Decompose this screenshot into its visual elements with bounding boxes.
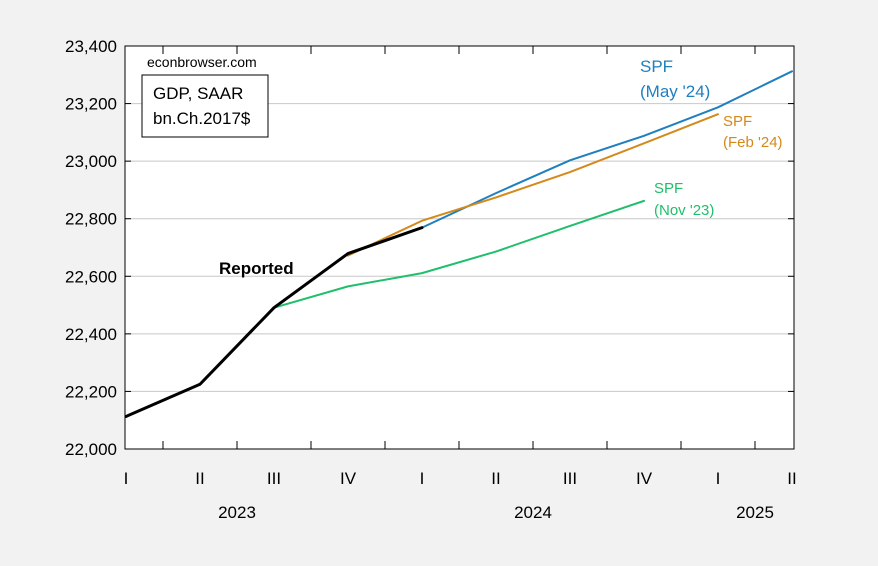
legend-line-2: bn.Ch.2017$	[153, 109, 251, 128]
year-label: 2023	[218, 503, 256, 522]
label-nov23-line2: (Nov '23)	[654, 202, 714, 219]
y-tick-label: 22,000	[65, 440, 117, 459]
year-label: 2025	[736, 503, 774, 522]
x-tick-label: I	[420, 469, 425, 488]
y-tick-label: 22,200	[65, 382, 117, 401]
x-tick-label: III	[267, 469, 281, 488]
series-line-spf-nov-23	[273, 199, 645, 309]
y-tick-label: 22,800	[65, 210, 117, 229]
y-axis: 22,000 22,200 22,400 22,600 22,800 23,000 23,2…	[65, 37, 794, 459]
watermark: econbrowser.com	[147, 54, 257, 70]
x-tick-label: IV	[340, 469, 357, 488]
series-line-reported	[124, 226, 424, 418]
y-tick-label: 23,000	[65, 152, 117, 171]
label-feb24-line2: (Feb '24)	[723, 134, 783, 151]
x-tick-label: I	[716, 469, 721, 488]
y-tick-label: 22,600	[65, 267, 117, 286]
label-feb24-line1: SPF	[723, 113, 752, 130]
label-nov23-line1: SPF	[654, 180, 683, 197]
legend-box: GDP, SAAR bn.Ch.2017$	[141, 74, 269, 138]
x-tick-label: IV	[636, 469, 653, 488]
x-tick-label: III	[563, 469, 577, 488]
legend-line-1: GDP, SAAR	[153, 84, 243, 103]
series-line-spf-feb-24	[347, 113, 719, 257]
gridlines	[125, 103, 794, 392]
label-reported: Reported	[219, 259, 294, 278]
x-tick-label: II	[491, 469, 500, 488]
x-tick-label: II	[787, 469, 796, 488]
y-tick-label: 23,200	[65, 95, 117, 114]
year-label: 2024	[514, 503, 552, 522]
y-tick-label: 23,400	[65, 37, 117, 56]
series-layer	[124, 70, 793, 418]
x-tick-label: I	[124, 469, 129, 488]
label-may24-line1: SPF	[640, 57, 673, 76]
y-tick-label: 22,400	[65, 325, 117, 344]
legend-box-frame	[141, 74, 269, 138]
label-may24-line2: (May '24)	[640, 82, 710, 101]
series-line-spf-may-24	[421, 70, 793, 229]
x-tick-label: II	[195, 469, 204, 488]
